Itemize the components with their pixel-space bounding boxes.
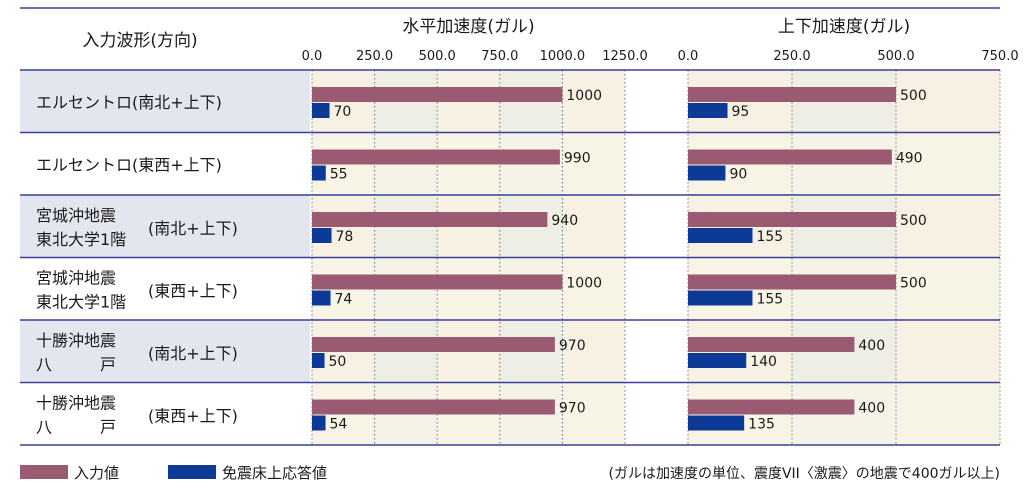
legend-swatch-response bbox=[168, 465, 216, 479]
row-label: 宮城沖地震 bbox=[36, 206, 116, 225]
row-label-shade bbox=[20, 70, 310, 133]
bar-value-label: 78 bbox=[336, 229, 354, 245]
bar-value-label: 990 bbox=[564, 151, 591, 167]
bar-value-label: 135 bbox=[748, 417, 775, 433]
bar-value-label: 1000 bbox=[566, 88, 602, 104]
legend-label: 入力値 bbox=[74, 464, 119, 482]
response-bar bbox=[312, 228, 332, 243]
input-bar bbox=[688, 274, 896, 290]
bar-value-label: 155 bbox=[756, 292, 783, 308]
bar-value-label: 55 bbox=[330, 167, 348, 183]
bar-value-label: 970 bbox=[559, 338, 586, 354]
response-bar bbox=[688, 165, 726, 181]
input-bar bbox=[688, 212, 896, 227]
row-label-2: 東北大学1階 bbox=[36, 230, 126, 249]
bar-value-label: 74 bbox=[335, 292, 353, 308]
bar-value-label: 50 bbox=[329, 354, 347, 370]
bar-value-label: 500 bbox=[900, 213, 927, 229]
row-label: 宮城沖地震 bbox=[36, 269, 116, 288]
row-label-shade bbox=[20, 320, 310, 383]
input-bar bbox=[312, 149, 560, 165]
bar-value-label: 400 bbox=[858, 338, 885, 354]
tick-label: 250.0 bbox=[773, 49, 810, 64]
input-bar bbox=[688, 399, 855, 415]
legend-swatch-input bbox=[20, 465, 68, 479]
response-bar bbox=[312, 103, 330, 118]
bar-value-label: 940 bbox=[551, 213, 578, 229]
input-bar bbox=[312, 337, 555, 352]
response-bar bbox=[312, 165, 326, 181]
bar-value-label: 90 bbox=[729, 167, 747, 183]
row-header: 入力波形(方向) bbox=[82, 31, 197, 51]
response-bar bbox=[312, 353, 325, 368]
bar-value-label: 400 bbox=[858, 401, 885, 417]
legend-label: 免震床上応答値 bbox=[222, 464, 327, 482]
tick-label: 1000.0 bbox=[540, 49, 586, 64]
input-bar bbox=[688, 337, 855, 352]
row-label-suffix: (東西+上下) bbox=[148, 282, 238, 301]
row-label: 十勝沖地震 bbox=[36, 331, 116, 350]
response-bar bbox=[688, 228, 753, 243]
response-bar bbox=[688, 353, 747, 368]
tick-label: 250.0 bbox=[356, 49, 393, 64]
tick-label: 500.0 bbox=[419, 49, 456, 64]
row-label-2: 八 戸 bbox=[36, 418, 116, 437]
footnote: (ガルは加速度の単位、震度VII〈激震〉の地震で400ガル以上) bbox=[609, 465, 1000, 482]
tick-label: 1250.0 bbox=[602, 49, 648, 64]
input-bar bbox=[688, 149, 892, 165]
row-label-shade bbox=[20, 195, 310, 258]
panel-title: 水平加速度(ガル) bbox=[402, 17, 534, 37]
bar-value-label: 490 bbox=[896, 151, 923, 167]
bar-value-label: 95 bbox=[732, 104, 750, 120]
input-bar bbox=[312, 87, 563, 102]
row-label-suffix: (東西+上下) bbox=[148, 407, 238, 426]
row-label-suffix: (南北+上下) bbox=[148, 219, 238, 238]
tick-label: 0.0 bbox=[302, 49, 323, 64]
response-bar bbox=[688, 290, 753, 306]
row-label-2: 東北大学1階 bbox=[36, 293, 126, 312]
tick-label: 500.0 bbox=[877, 49, 914, 64]
tick-label: 750.0 bbox=[981, 49, 1018, 64]
tick-label: 0.0 bbox=[678, 49, 699, 64]
response-bar bbox=[312, 415, 326, 431]
panel-title: 上下加速度(ガル) bbox=[778, 17, 910, 37]
bar-value-label: 54 bbox=[330, 417, 348, 433]
input-bar bbox=[688, 87, 896, 102]
response-bar bbox=[312, 290, 331, 306]
bar-value-label: 1000 bbox=[566, 276, 602, 292]
row-label-suffix: (南北+上下) bbox=[148, 344, 238, 363]
row-label: エルセントロ(南北+上下) bbox=[36, 93, 222, 112]
input-bar bbox=[312, 212, 548, 227]
row-label-2: 八 戸 bbox=[36, 355, 116, 374]
row-label: 十勝沖地震 bbox=[36, 394, 116, 413]
bar-value-label: 70 bbox=[334, 104, 352, 120]
bar-value-label: 140 bbox=[750, 354, 777, 370]
tick-label: 750.0 bbox=[481, 49, 518, 64]
bar-value-label: 500 bbox=[900, 88, 927, 104]
row-label: エルセントロ(東西+上下) bbox=[36, 156, 222, 175]
response-bar bbox=[688, 103, 728, 118]
input-bar bbox=[312, 399, 555, 415]
response-bar bbox=[688, 415, 745, 431]
input-bar bbox=[312, 274, 563, 290]
bar-value-label: 970 bbox=[559, 401, 586, 417]
bar-value-label: 500 bbox=[900, 276, 927, 292]
bar-value-label: 155 bbox=[756, 229, 783, 245]
